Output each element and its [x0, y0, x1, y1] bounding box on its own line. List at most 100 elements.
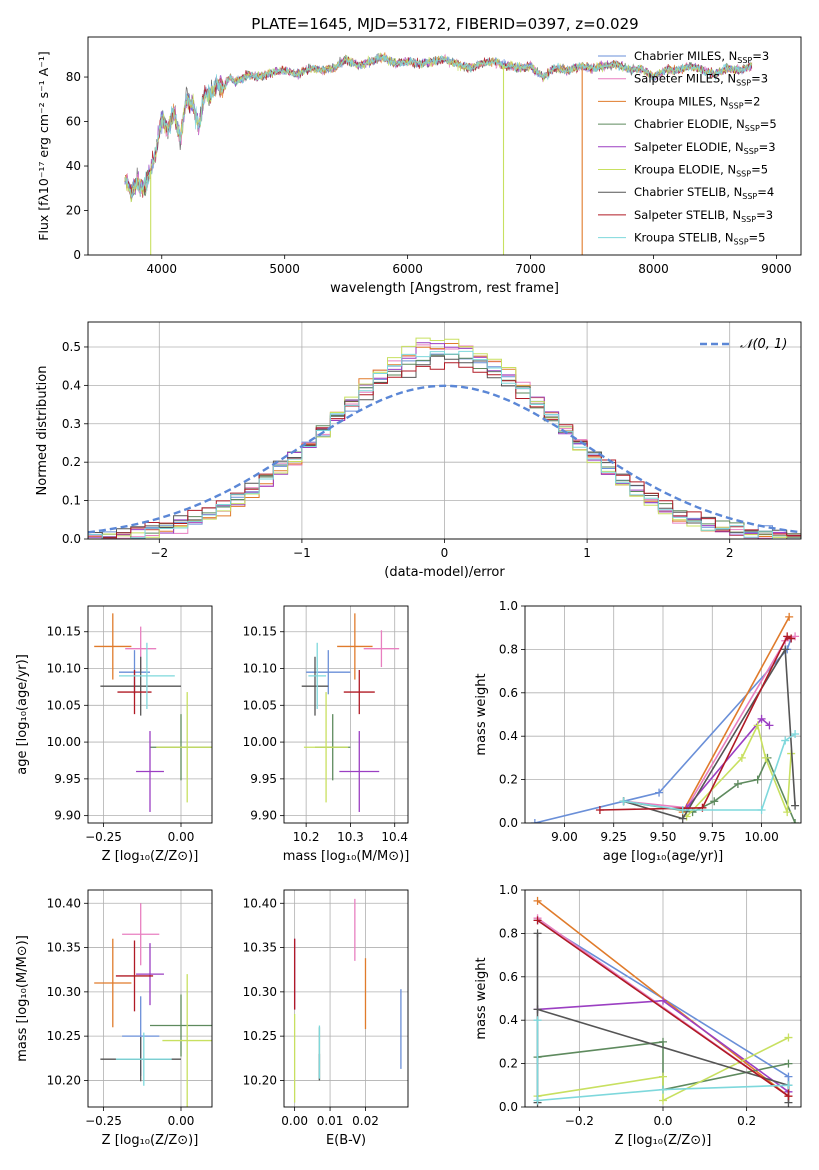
y-tick-label: 0.0	[499, 1100, 518, 1114]
x-tick-label: 9.25	[600, 830, 627, 844]
x-tick-label: 0.01	[317, 1114, 344, 1128]
legend-value: =5	[749, 231, 766, 245]
residuals-ylabel: Normed distribution	[35, 366, 50, 496]
series-marker	[619, 797, 628, 806]
series-marker	[784, 1059, 793, 1068]
mass_vs_Z-axes: −0.25 0.00 10.20 10.25 10.30 10.35 10.40	[47, 890, 212, 1128]
residuals-xlabel: (data-model)/error	[384, 565, 505, 580]
age_vs_Z-axes: −0.25 0.00 9.90 9.95 10.00 10.05 10.10 10.15	[47, 606, 212, 844]
spectrum-legend: Chabrier MILES, NSSP=3 Salpeter MILES, NS…	[598, 49, 777, 247]
series-marker	[659, 1085, 667, 1094]
legend-label: Kroupa ELODIE, NSSP=5	[634, 163, 768, 179]
x-tick-label: 0.02	[352, 1114, 379, 1128]
legend-subscript: SSP	[737, 56, 752, 65]
legend-subscript: SSP	[742, 192, 757, 201]
residuals-frame	[87, 321, 802, 540]
histogram-step	[88, 350, 801, 539]
mass_vs_ebv-axes: 0.00 0.01 0.02 10.20 10.25 10.30 10.35 10.40	[243, 890, 408, 1128]
x-tick-label: 0	[441, 546, 449, 560]
x-tick-label: 6000	[392, 262, 423, 276]
residuals-legend-label: 𝒩(0, 1)	[740, 337, 787, 352]
x-tick-label: 10.00	[744, 830, 778, 844]
y-tick-label: 10.10	[47, 662, 81, 676]
weight_vs_Z-series	[533, 896, 793, 1107]
series-line	[686, 717, 771, 809]
plots-layer: 4000 5000 6000 7000 8000 9000020406080wavelen…	[15, 36, 802, 1148]
y-tick-label: 10.05	[47, 698, 81, 712]
series-marker	[530, 819, 539, 823]
legend-subscript: SSP	[734, 238, 749, 247]
series-marker	[533, 1005, 542, 1014]
series-line	[534, 638, 792, 823]
y-tick-label: 10.00	[243, 735, 277, 749]
y-tick-label: 0.4	[499, 1013, 518, 1027]
series-marker	[784, 1072, 793, 1081]
legend-value: =5	[751, 163, 768, 177]
series-marker	[781, 645, 790, 654]
y-tick-label: 0	[73, 248, 81, 262]
x-tick-label: −0.2	[565, 1114, 594, 1128]
x-tick-label: 0.0	[653, 1114, 672, 1128]
y-tick-label: 0.6	[499, 970, 518, 984]
spectrum-axes: 4000 5000 6000 7000 8000 9000 0 20 40 60 80	[66, 70, 792, 276]
series-marker	[791, 801, 800, 810]
spectrum-xlabel: wavelength [Angstrom, rest frame]	[330, 281, 559, 296]
weight_vs_age-axes: 9.00 9.25 9.50 9.75 10.00 0.0 0.2 0.4 0.6 0.8 1.0	[499, 599, 801, 844]
weight_vs_age-xlabel: age [log₁₀(age/yr)]	[603, 849, 724, 864]
series-marker	[753, 721, 762, 730]
mass_vs_ebv-xlabel: E(B-V)	[326, 1133, 366, 1148]
legend-label: Chabrier STELIB, NSSP=4	[634, 185, 774, 201]
x-tick-label: 0.2	[737, 1114, 756, 1128]
y-tick-label: 20	[66, 204, 81, 218]
weight_vs_Z-frame	[524, 889, 802, 1108]
y-tick-label: 1.0	[499, 883, 518, 897]
y-tick-label: 10.20	[243, 1073, 277, 1087]
y-tick-label: 9.95	[54, 772, 81, 786]
y-tick-label: 0.4	[62, 378, 81, 392]
y-tick-label: 9.90	[250, 809, 277, 823]
y-tick-label: 0.2	[499, 1057, 518, 1071]
legend-label: Chabrier ELODIE, NSSP=5	[634, 117, 777, 133]
x-tick-label: 9.75	[699, 830, 726, 844]
series-marker	[784, 1092, 793, 1101]
x-tick-label: 0.00	[168, 830, 195, 844]
series-marker	[655, 788, 664, 797]
series-marker	[787, 634, 796, 643]
x-tick-label: 2	[726, 546, 734, 560]
histogram-step	[88, 362, 801, 539]
spectrum-line	[124, 52, 753, 203]
series-marker	[784, 1033, 793, 1042]
series-marker	[659, 1072, 667, 1081]
y-tick-label: 10.00	[47, 735, 81, 749]
y-tick-label: 60	[66, 115, 81, 129]
series-marker	[533, 1096, 542, 1105]
spectrum-line	[124, 54, 752, 198]
series-marker	[659, 996, 667, 1005]
histogram-group	[88, 337, 801, 539]
x-tick-label: 4000	[146, 262, 177, 276]
series-line	[681, 616, 790, 813]
series-marker	[733, 779, 742, 788]
legend-value: =3	[756, 208, 773, 222]
series-line	[623, 646, 796, 820]
weight_vs_Z-ylabel: mass weight	[474, 957, 489, 1039]
series-marker	[737, 753, 746, 762]
age_vs_mass-errorbars	[301, 613, 400, 812]
series-line	[623, 733, 796, 811]
residuals-axes: −2 −1 0 1 2 0.0 0.1 0.2 0.3 0.4 0.5	[62, 322, 801, 560]
mass_vs_Z-errorbars	[94, 903, 212, 1107]
legend-label: Salpeter STELIB, NSSP=3	[634, 208, 773, 224]
spectrum-frame	[87, 36, 802, 256]
y-tick-label: 0.1	[62, 494, 81, 508]
y-tick-label: 0.6	[499, 686, 518, 700]
age_vs_mass-xlabel: mass [log₁₀(M/M⊙)]	[283, 849, 410, 864]
x-tick-label: 0.00	[168, 1114, 195, 1128]
series-marker	[761, 753, 770, 762]
legend-label: Salpeter MILES, NSSP=3	[634, 72, 768, 88]
x-tick-label: 9000	[761, 262, 792, 276]
y-tick-label: 0.2	[62, 455, 81, 469]
x-tick-label: 0.00	[281, 1114, 308, 1128]
legend-label: Salpeter ELODIE, NSSP=3	[634, 140, 776, 156]
y-tick-label: 10.05	[243, 698, 277, 712]
